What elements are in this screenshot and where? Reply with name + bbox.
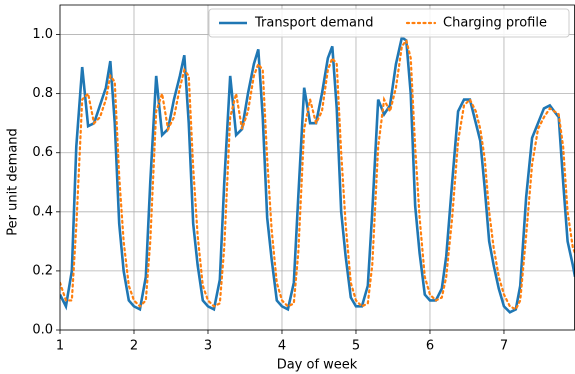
x-tick-label: 4 [278,339,286,354]
legend-box [208,8,570,38]
y-tick-label: 0.4 [32,204,53,219]
y-tick-label: 0.2 [32,263,53,278]
legend-label: Transport demand [254,16,374,31]
x-tick-label: 1 [56,339,64,354]
legend: Transport demand Charging profile [208,8,570,38]
x-tick-label: 2 [130,339,138,354]
x-tick-label: 3 [204,339,212,354]
x-axis-label: Day of week [277,358,358,373]
data-line [60,37,575,311]
data-line [60,35,575,314]
y-tick-label: 0.8 [32,86,53,101]
x-tick-label: 5 [352,339,360,354]
x-tick-label: 7 [500,339,508,354]
legend-label: Charging profile [443,16,547,31]
x-tick-label: 6 [426,339,434,354]
y-tick-label: 0.6 [32,145,53,160]
y-tick-label: 1.0 [32,27,53,42]
y-axis-label: Per unit demand [6,128,21,236]
y-tick-label: 0.0 [32,323,53,338]
